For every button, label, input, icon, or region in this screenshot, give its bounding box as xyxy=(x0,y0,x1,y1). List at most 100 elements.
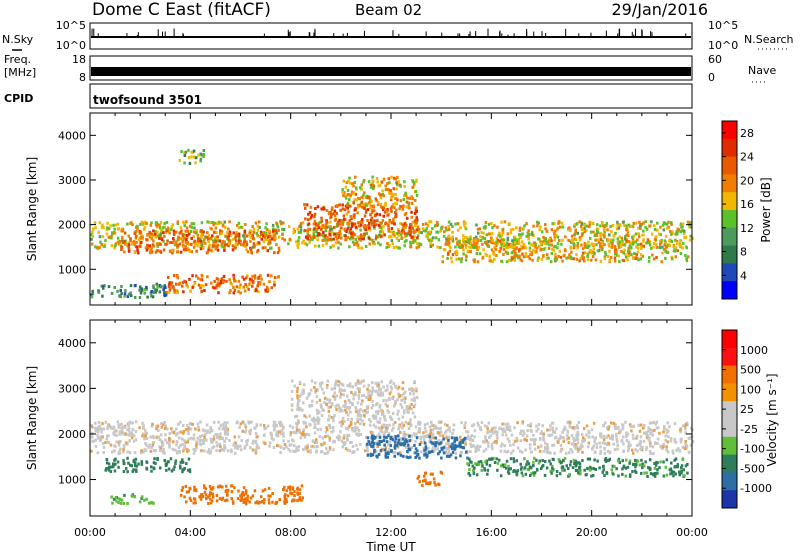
heatmap-cell xyxy=(171,241,174,245)
heatmap-cell xyxy=(371,175,374,179)
heatmap-cell xyxy=(145,467,149,471)
heatmap-cell xyxy=(391,221,394,225)
heatmap-cell xyxy=(467,238,470,242)
heatmap-cell xyxy=(160,425,164,429)
heatmap-cell xyxy=(205,423,209,427)
heatmap-cell xyxy=(342,217,346,221)
heatmap-cell xyxy=(572,243,576,247)
heatmap-cell xyxy=(92,439,95,443)
heatmap-cell xyxy=(501,422,504,426)
heatmap-cell xyxy=(561,259,564,263)
heatmap-cell xyxy=(475,235,478,239)
heatmap-cell xyxy=(426,224,430,228)
heatmap-cell xyxy=(190,155,193,159)
heatmap-cell xyxy=(310,379,314,383)
heatmap-cell xyxy=(208,448,211,452)
heatmap-cell xyxy=(649,452,652,455)
heatmap-cell xyxy=(527,237,530,241)
heatmap-cell xyxy=(183,224,186,228)
heatmap-cell xyxy=(101,441,105,445)
heatmap-cell xyxy=(210,248,213,252)
heatmap-cell xyxy=(118,423,122,427)
heatmap-cell xyxy=(200,278,204,282)
heatmap-cell xyxy=(381,393,385,397)
heatmap-cell xyxy=(204,241,207,245)
heatmap-cell xyxy=(614,423,617,427)
heatmap-cell xyxy=(625,458,628,462)
heatmap-cell xyxy=(544,227,547,231)
heatmap-cell xyxy=(599,449,603,453)
heatmap-cell xyxy=(395,443,399,447)
heatmap-cell xyxy=(329,220,332,224)
heatmap-cell xyxy=(402,423,405,427)
heatmap-cell xyxy=(530,251,533,255)
heatmap-cell xyxy=(399,440,402,444)
heatmap-cell xyxy=(391,397,394,401)
heatmap-cell xyxy=(637,423,640,427)
heatmap-cell xyxy=(637,232,640,236)
heatmap-cell xyxy=(149,223,152,227)
heatmap-cell xyxy=(547,256,550,260)
heatmap-cell xyxy=(353,181,356,184)
heatmap-cell xyxy=(606,449,610,453)
heatmap-cell xyxy=(123,250,126,254)
heatmap-cell xyxy=(548,459,551,463)
heatmap-cell xyxy=(378,213,382,217)
heatmap-cell xyxy=(497,233,500,237)
heatmap-cell xyxy=(306,443,309,447)
heatmap-cell xyxy=(140,462,144,466)
heatmap-cell xyxy=(542,438,545,442)
heatmap-cell xyxy=(212,437,216,441)
heatmap-cell xyxy=(239,448,243,452)
heatmap-cell xyxy=(541,424,544,428)
heatmap-cell xyxy=(206,250,210,254)
heatmap-cell xyxy=(223,240,226,244)
heatmap-cell xyxy=(568,420,572,424)
heatmap-cell xyxy=(445,242,448,246)
heatmap-cell xyxy=(493,461,497,464)
heatmap-cell xyxy=(387,410,390,414)
heatmap-cell xyxy=(526,429,529,433)
heatmap-cell xyxy=(491,239,495,243)
heatmap-cell xyxy=(279,420,282,424)
heatmap-cell xyxy=(154,230,157,234)
heatmap-cell xyxy=(409,387,412,391)
heatmap-cell xyxy=(430,436,434,440)
heatmap-cell xyxy=(247,233,251,237)
heatmap-cell xyxy=(333,209,337,213)
heatmap-cell xyxy=(219,432,222,436)
heatmap-cell xyxy=(143,437,146,441)
heatmap-cell xyxy=(130,436,134,440)
heatmap-cell xyxy=(376,390,379,394)
heatmap-cell xyxy=(557,220,561,224)
heatmap-cell xyxy=(117,423,120,427)
heatmap-cell xyxy=(428,230,432,234)
heatmap-cell xyxy=(413,443,416,447)
heatmap-cell xyxy=(266,285,269,289)
heatmap-cell xyxy=(154,232,157,236)
heatmap-cell xyxy=(144,449,148,453)
heatmap-cell xyxy=(192,433,196,437)
heatmap-cell xyxy=(667,435,670,439)
heatmap-cell xyxy=(360,380,364,383)
heatmap-cell xyxy=(520,466,523,470)
heatmap-cell xyxy=(227,244,230,248)
heatmap-cell xyxy=(424,450,428,454)
heatmap-cell xyxy=(266,249,269,253)
heatmap-cell xyxy=(574,438,578,442)
heatmap-cell xyxy=(630,429,633,433)
heatmap-cell xyxy=(113,286,116,289)
heatmap-cell xyxy=(617,240,620,244)
heatmap-cell xyxy=(569,255,573,259)
heatmap-cell xyxy=(376,442,379,446)
heatmap-cell xyxy=(556,242,560,246)
heatmap-cell xyxy=(233,435,236,439)
heatmap-cell xyxy=(172,431,176,435)
heatmap-cell xyxy=(244,430,247,434)
heatmap-cell xyxy=(147,246,150,250)
heatmap-cell xyxy=(179,444,182,448)
y-tick-label: 2000 xyxy=(58,219,86,232)
heatmap-cell xyxy=(574,459,578,463)
heatmap-cell xyxy=(566,420,569,424)
heatmap-cell xyxy=(603,442,607,445)
